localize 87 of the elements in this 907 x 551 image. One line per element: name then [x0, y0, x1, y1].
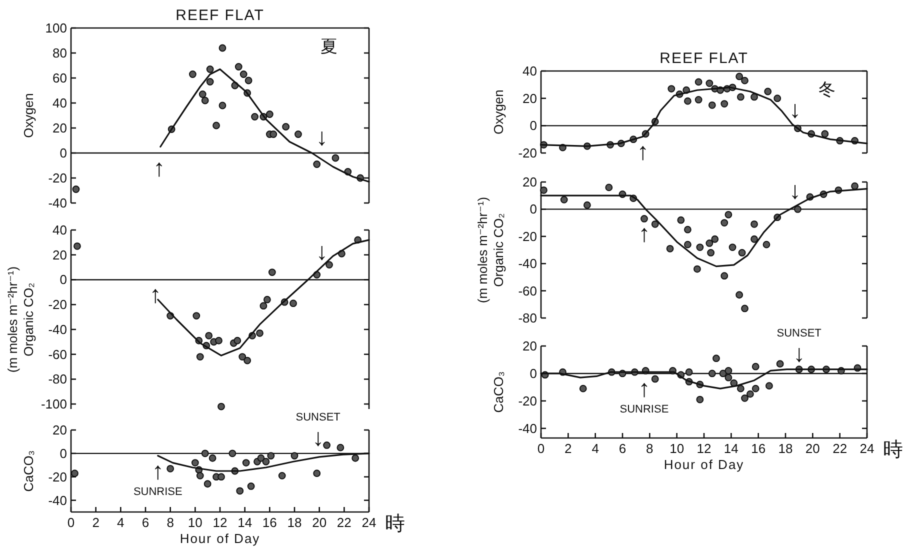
chart-title: REEF FLAT [660, 50, 748, 67]
annotation: SUNSET [776, 327, 822, 340]
y-tick-label: 20 [52, 422, 67, 438]
y-tick-label: -80 [518, 310, 537, 326]
y-tick-label: 20 [522, 174, 537, 190]
annotation: ↓ [312, 424, 324, 452]
x-tick-label: 8 [646, 441, 654, 456]
annotation: SUNRISE [133, 486, 182, 498]
x-tick-label: 18 [287, 515, 302, 530]
annotation: ↑ [638, 220, 650, 248]
y-tick-label: 0 [530, 202, 537, 217]
y-tick-label: -60 [518, 283, 537, 298]
x-tick-label: 14 [238, 515, 252, 530]
x-axis-title: Hour of Day [180, 531, 260, 546]
y-tick-label: -60 [48, 346, 67, 362]
y-tick-label: -20 [518, 393, 537, 408]
y-tick-label: 0 [530, 118, 537, 134]
y-tick-label: 80 [52, 46, 67, 60]
y-tick-label: 0 [530, 366, 537, 381]
y-axis-title: CaCO₃ [491, 371, 506, 413]
annotation: 冬 [818, 80, 836, 99]
x-tick-label: 8 [166, 515, 174, 530]
annotation: ↓ [793, 340, 806, 368]
x-tick-label: 2 [92, 515, 100, 530]
x-tick-label: 16 [751, 441, 766, 456]
y-axis-title: (m moles m⁻²hr⁻¹) Organic CO₂ [475, 196, 506, 304]
y-tick-label: -40 [48, 322, 67, 337]
x-tick-label: 22 [832, 441, 848, 456]
y-tick-label: -40 [518, 420, 537, 436]
y-tick-label: -100 [40, 396, 67, 412]
x-tick-label: 12 [212, 515, 228, 530]
annotation: ↑ [638, 375, 650, 402]
y-axis-title: (m moles m⁻²hr⁻¹) Organic CO₂ [5, 266, 36, 373]
text: 時 [385, 513, 405, 535]
y-tick-label: -20 [48, 469, 67, 484]
x-tick-label: 22 [336, 515, 352, 530]
y-tick-label: -20 [48, 297, 67, 312]
annotation: SUNRISE [620, 403, 669, 416]
y-tick-label: -40 [48, 196, 67, 210]
x-tick-label: 4 [117, 515, 124, 530]
x-tick-label: 20 [312, 515, 327, 530]
text: 時 [883, 439, 903, 461]
y-tick-label: -20 [48, 170, 67, 186]
y-tick-label: 40 [52, 96, 67, 110]
y-tick-label: 100 [45, 20, 67, 36]
y-axis-title: CaCO₃ [21, 450, 36, 492]
annotation: ↑ [636, 138, 649, 166]
x-axis-title: Hour of Day [664, 457, 744, 472]
x-tick-label: 6 [142, 515, 150, 530]
x-tick-label: 20 [805, 441, 820, 456]
y-tick-label: 20 [52, 120, 67, 136]
y-tick-label: 0 [60, 146, 67, 160]
y-axis-title: Oxygen [21, 93, 36, 138]
y-tick-label: 20 [52, 247, 67, 262]
annotation: SUNSET [296, 411, 341, 424]
x-tick-label: 10 [188, 515, 202, 530]
x-tick-label: 24 [362, 515, 376, 530]
y-tick-label: -20 [518, 146, 537, 160]
x-tick-label: 4 [592, 441, 599, 456]
annotation: ↓ [789, 177, 802, 204]
y-tick-label: 60 [52, 70, 67, 86]
y-tick-label: 40 [52, 222, 67, 238]
annotation: ↓ [316, 124, 328, 151]
x-tick-label: 12 [696, 441, 712, 456]
y-tick-label: 20 [522, 338, 537, 354]
y-axis-title: Oxygen [491, 90, 506, 134]
y-tick-label: 20 [522, 90, 537, 106]
annotation: ↓ [789, 96, 802, 124]
y-tick-label: 0 [60, 272, 67, 288]
x-tick-label: 6 [618, 441, 626, 456]
x-tick-label: 24 [860, 441, 874, 456]
annotation: 夏 [320, 37, 338, 56]
x-tick-label: 16 [262, 515, 277, 530]
annotation: ↑ [153, 155, 166, 182]
x-tick-label: 10 [670, 441, 684, 456]
y-tick-label: -40 [518, 256, 537, 272]
y-tick-label: -80 [48, 372, 67, 387]
y-tick-label: -40 [48, 492, 67, 508]
x-tick-label: 14 [724, 441, 738, 456]
annotation: ↑ [152, 458, 164, 485]
annotation: ↑ [149, 282, 162, 309]
y-tick-label: 40 [522, 64, 537, 78]
x-tick-label: 18 [778, 441, 793, 456]
x-tick-label: 2 [564, 441, 572, 456]
y-tick-label: -20 [518, 228, 537, 244]
chart-title: REEF FLAT [176, 7, 264, 24]
annotation: ↓ [316, 238, 328, 266]
